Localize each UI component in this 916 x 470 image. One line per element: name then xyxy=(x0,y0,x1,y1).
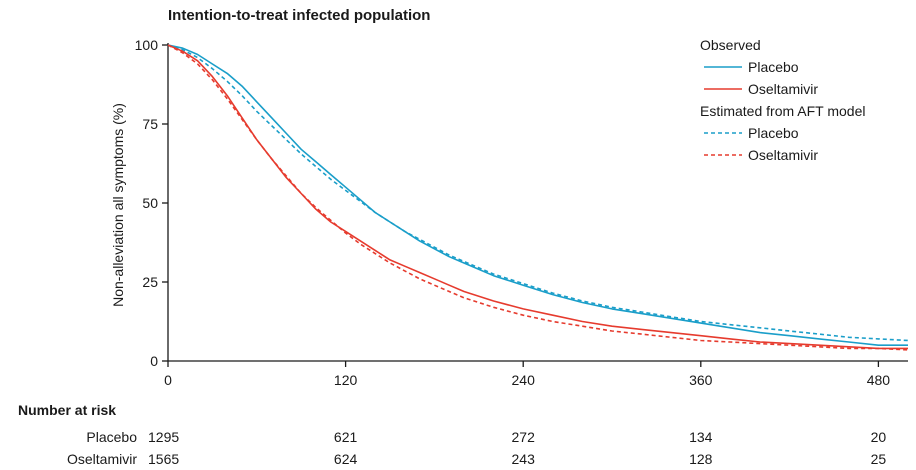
legend-entry: Oseltamivir xyxy=(748,81,818,97)
y-tick-label: 0 xyxy=(150,353,158,369)
risk-row-label: Oseltamivir xyxy=(67,451,137,467)
risk-count: 1295 xyxy=(148,429,179,445)
legend-heading: Estimated from AFT model xyxy=(700,103,865,119)
risk-count: 621 xyxy=(334,429,358,445)
y-axis-label: Non-alleviation all symptoms (%) xyxy=(110,103,126,307)
legend-entry: Oseltamivir xyxy=(748,147,818,163)
risk-count: 134 xyxy=(689,429,713,445)
risk-table-heading: Number at risk xyxy=(18,402,116,418)
risk-count: 20 xyxy=(871,429,887,445)
x-tick-label: 120 xyxy=(334,372,358,388)
risk-count: 128 xyxy=(689,451,713,467)
y-tick-label: 75 xyxy=(142,116,158,132)
legend-heading: Observed xyxy=(700,37,761,53)
y-tick-label: 100 xyxy=(135,37,159,53)
x-tick-label: 240 xyxy=(512,372,536,388)
risk-count: 272 xyxy=(512,429,536,445)
risk-count: 1565 xyxy=(148,451,179,467)
y-tick-label: 50 xyxy=(142,195,158,211)
number-at-risk-table: Number at risk Placebo 1295 621 272 134 20 Osel… xyxy=(18,402,886,467)
chart-title: Intention-to-treat infected population xyxy=(168,7,430,24)
estimated-placebo-curve xyxy=(167,44,909,342)
x-tick-label: 0 xyxy=(164,372,172,388)
y-tick-label: 25 xyxy=(142,274,158,290)
risk-row-label: Placebo xyxy=(86,429,137,445)
observed-placebo-curve xyxy=(167,44,908,347)
curves xyxy=(167,44,909,351)
x-tick-label: 360 xyxy=(689,372,713,388)
axes: 0 25 50 75 100 0 120 240 360 480 xyxy=(135,37,908,388)
legend-entry: Placebo xyxy=(748,59,799,75)
x-tick-label: 480 xyxy=(867,372,891,388)
risk-count: 243 xyxy=(512,451,536,467)
legend-entry: Placebo xyxy=(748,125,799,141)
risk-count: 624 xyxy=(334,451,358,467)
risk-count: 25 xyxy=(871,451,887,467)
legend: Observed Placebo Oseltamivir Estimated from… xyxy=(700,37,865,163)
observed-oseltamivir-curve xyxy=(167,44,908,350)
